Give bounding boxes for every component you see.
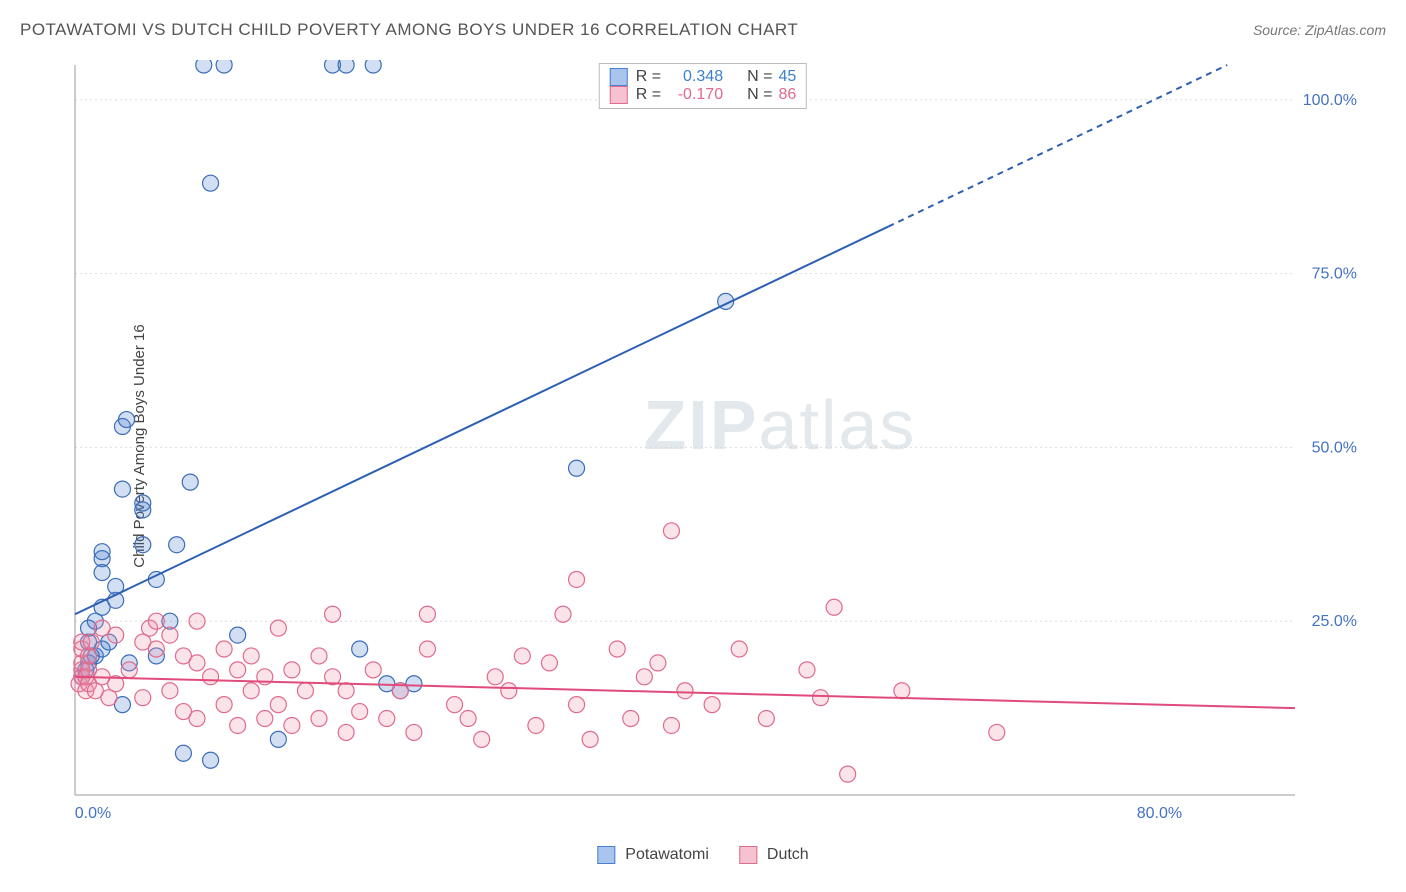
scatter-plot: ZIPatlas 25.0%50.0%75.0%100.0%0.0%80.0% bbox=[65, 60, 1365, 820]
svg-text:80.0%: 80.0% bbox=[1137, 805, 1182, 820]
chart-canvas: 25.0% 50.0% 75.0% 100.0% 0.0% 80.0% bbox=[65, 60, 1365, 820]
svg-text:0.0%: 0.0% bbox=[75, 805, 111, 820]
swatch-icon bbox=[739, 846, 757, 864]
source-attribution: Source: ZipAtlas.com bbox=[1253, 22, 1386, 38]
legend-statistics: R = 0.348 N = 45 R = -0.170 N = 86 bbox=[599, 63, 807, 109]
legend-item-dutch: Dutch bbox=[739, 846, 809, 864]
legend-item-potawatomi: Potawatomi bbox=[597, 846, 709, 864]
legend-row-potawatomi: R = 0.348 N = 45 bbox=[610, 68, 796, 86]
svg-text:25.0%: 25.0% bbox=[1312, 613, 1357, 630]
swatch-potawatomi bbox=[610, 68, 628, 86]
legend-label: Dutch bbox=[767, 846, 809, 864]
header: POTAWATOMI VS DUTCH CHILD POVERTY AMONG … bbox=[20, 20, 1386, 40]
svg-text:75.0%: 75.0% bbox=[1312, 266, 1357, 283]
swatch-icon bbox=[597, 846, 615, 864]
legend-series: Potawatomi Dutch bbox=[597, 846, 808, 864]
swatch-dutch bbox=[610, 86, 628, 104]
legend-label: Potawatomi bbox=[625, 846, 709, 864]
chart-title: POTAWATOMI VS DUTCH CHILD POVERTY AMONG … bbox=[20, 20, 798, 40]
legend-row-dutch: R = -0.170 N = 86 bbox=[610, 86, 796, 104]
svg-text:100.0%: 100.0% bbox=[1303, 92, 1357, 109]
svg-text:50.0%: 50.0% bbox=[1312, 439, 1357, 456]
